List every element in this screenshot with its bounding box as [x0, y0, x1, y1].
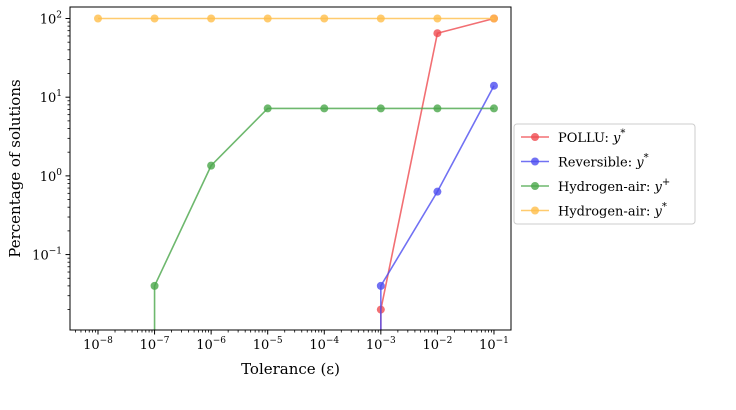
series-line-pollu-y-star: [380, 17, 495, 330]
data-point-hydrogen-air-y-star: [93, 14, 102, 23]
data-point-hydrogen-air-y-plus: [207, 161, 216, 170]
legend-entry-hydrogen-air-y-star: Hydrogen-air: y*: [558, 202, 667, 220]
legend-marker-hydrogen-air-y-plus: [531, 182, 539, 190]
data-point-hydrogen-air-y-star: [150, 14, 159, 23]
x-tick-label: 10−2: [422, 336, 452, 353]
data-point-reversible-y-star: [376, 281, 385, 290]
data-point-hydrogen-air-y-plus: [376, 104, 385, 113]
data-point-hydrogen-air-y-star: [207, 14, 216, 23]
y-axis-label: Percentage of solutions: [6, 79, 24, 257]
x-tick-label: 10−1: [479, 336, 509, 353]
data-point-reversible-y-star: [489, 81, 498, 90]
legend-box: [513, 123, 696, 225]
data-point-hydrogen-air-y-star: [489, 14, 498, 23]
legend: POLLU: y* Reversible: y* Hydrogen-air: y+ H…: [513, 123, 696, 225]
data-point-hydrogen-air-y-plus: [489, 104, 498, 113]
legend-marker-pollu-y-star: [531, 133, 539, 141]
data-point-pollu-y-star: [433, 29, 442, 38]
y-tick-label: 10−1: [32, 247, 62, 264]
data-point-hydrogen-air-y-star: [433, 14, 442, 23]
series-line-hydrogen-air-y-plus: [153, 107, 494, 330]
x-axis-label: Tolerance (ε): [241, 360, 340, 378]
data-point-hydrogen-air-y-plus: [320, 104, 329, 113]
y-tick-label: 101: [40, 89, 62, 106]
x-tick-label: 10−3: [366, 336, 396, 353]
y-tick-label: 100: [40, 168, 63, 185]
data-point-hydrogen-air-y-plus: [433, 104, 442, 113]
legend-entry-hydrogen-air-y-plus: Hydrogen-air: y+: [558, 177, 670, 195]
legend-entry-pollu-y-star: POLLU: y*: [558, 128, 625, 146]
y-tick-label: 102: [40, 10, 62, 27]
data-point-hydrogen-air-y-star: [376, 14, 385, 23]
x-tick-label: 10−8: [83, 336, 113, 353]
data-point-hydrogen-air-y-star: [263, 14, 272, 23]
x-tick-label: 10−7: [140, 336, 170, 353]
data-point-reversible-y-star: [433, 187, 442, 196]
x-tick-label: 10−6: [196, 336, 226, 353]
data-point-hydrogen-air-y-plus: [263, 104, 272, 113]
legend-marker-hydrogen-air-y-star: [531, 206, 539, 215]
data-point-hydrogen-air-y-plus: [150, 281, 159, 290]
series-line-reversible-y-star: [380, 85, 495, 330]
plot-area: [93, 14, 498, 330]
x-tick-label: 10−4: [309, 336, 339, 353]
legend-entry-reversible-y-star: Reversible: y*: [558, 153, 649, 171]
axes-frame: [69, 6, 512, 331]
x-tick-label: 10−5: [253, 336, 283, 353]
data-point-hydrogen-air-y-star: [320, 14, 329, 23]
axis-ticks: 10−8 10−7 10−6 10−5 10−4 10−3 10−2 10−1 10−1 100 1…: [32, 10, 509, 353]
legend-marker-reversible-y-star: [531, 157, 539, 166]
